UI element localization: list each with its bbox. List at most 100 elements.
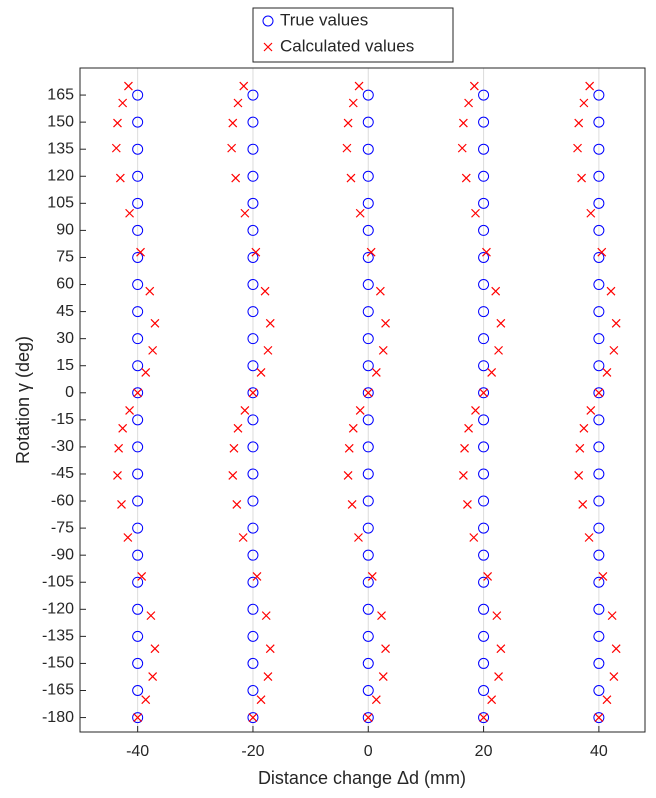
legend-marker [262,15,274,27]
point [111,143,121,153]
point [469,81,479,91]
point [593,116,605,128]
point [114,443,124,453]
point [265,644,275,654]
point [593,414,605,426]
point [593,712,605,724]
point [593,279,605,291]
point [343,470,353,480]
y-tick-label: -135 [42,628,74,645]
point [113,118,122,128]
point [593,549,605,561]
point [494,345,503,355]
point [355,208,365,218]
point [125,208,135,218]
point [375,286,385,296]
point [362,468,374,480]
point [261,611,271,621]
point [593,495,605,507]
point [136,247,145,257]
point [247,630,259,642]
point [133,388,143,398]
point [247,116,259,128]
point [132,143,144,155]
point [247,251,259,263]
point [579,423,589,433]
point [132,414,144,426]
point [479,713,488,722]
point [346,173,356,183]
point [133,713,143,722]
y-tick-label: -120 [42,601,74,618]
point [471,208,480,218]
point [247,306,259,318]
point [146,611,156,621]
point [593,170,605,182]
point [342,143,352,153]
point [483,572,493,581]
point [609,345,619,355]
point [118,98,128,108]
point [378,672,388,682]
y-tick-label: 135 [47,140,74,157]
point [593,657,605,669]
point [606,286,616,296]
y-tick-label: 165 [47,86,74,103]
point [132,116,144,128]
point [492,611,502,621]
plot-border [79,67,646,733]
point [247,441,259,453]
point [478,522,490,534]
point [611,644,621,654]
point [478,441,490,453]
point [247,603,259,615]
point [132,549,144,561]
point [354,533,363,542]
point [464,423,474,433]
point [132,224,144,236]
point [478,657,490,669]
point [132,441,144,453]
point [593,576,605,588]
point [593,468,605,480]
point [593,522,605,534]
point [132,170,144,182]
point [478,170,490,182]
point [354,81,364,91]
point [458,470,468,480]
y-tick-label: -165 [42,682,74,699]
point [132,576,144,588]
point [362,603,374,615]
y-tick-label: 30 [56,330,74,347]
y-tick-label: 75 [56,249,74,266]
point [132,89,144,101]
point [362,224,374,236]
point [478,603,490,615]
point [478,576,490,588]
legend-box [252,7,454,63]
x-tick-label: 0 [364,743,373,760]
point [464,98,474,108]
point [478,685,490,696]
point [579,98,589,108]
point [478,333,490,345]
point [150,644,160,654]
point [478,143,490,155]
point [247,360,259,372]
point [469,533,479,542]
point [597,247,607,257]
point [132,657,144,669]
point [478,712,490,724]
point [247,576,259,588]
point [478,387,490,399]
point [593,143,605,155]
point [593,333,605,345]
point [573,143,582,153]
point [366,247,376,257]
y-tick-label: 0 [65,384,74,401]
point [496,318,506,328]
point [247,387,259,399]
point [362,495,374,507]
y-tick-label: 120 [47,167,74,184]
point [478,116,490,128]
